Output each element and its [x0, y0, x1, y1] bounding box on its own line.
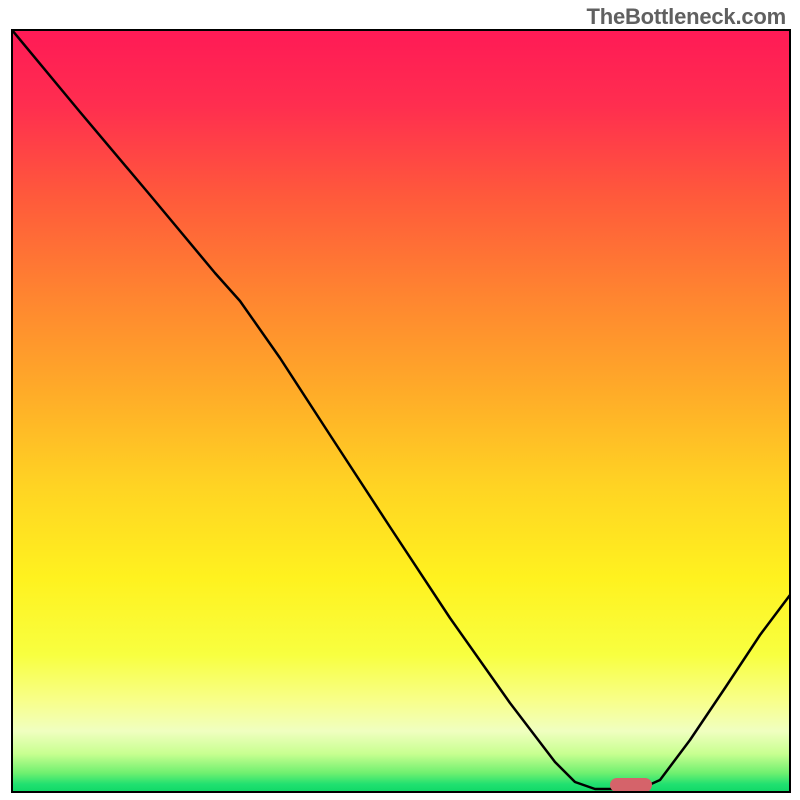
watermark-text: TheBottleneck.com [586, 4, 786, 30]
bottleneck-chart [0, 0, 800, 800]
gradient-background [12, 30, 790, 792]
optimal-marker [610, 778, 652, 792]
chart-container: { "watermark": "TheBottleneck.com", "cha… [0, 0, 800, 800]
